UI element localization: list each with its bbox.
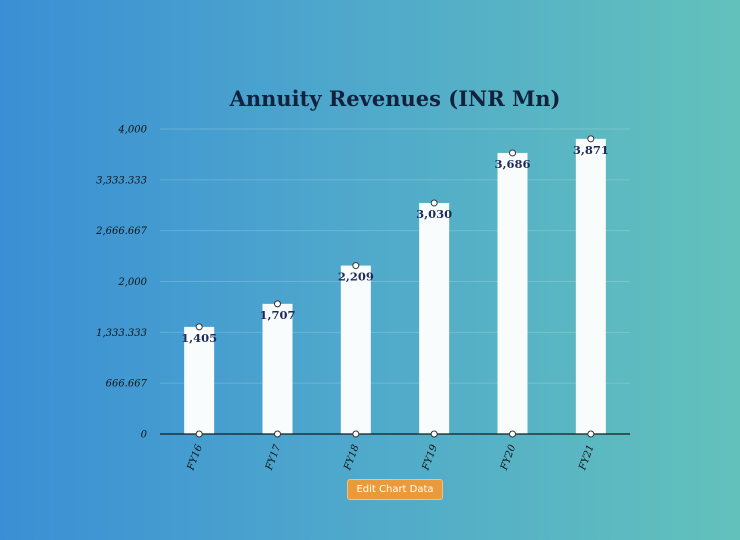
- bar-base-marker: [195, 430, 203, 438]
- bar-top-marker: [195, 323, 203, 331]
- y-tick-label: 2,666.667: [95, 226, 148, 237]
- data-label: 2,209: [338, 270, 374, 284]
- bar: [497, 152, 528, 434]
- bar-top-marker: [430, 199, 438, 207]
- bar: [340, 265, 371, 434]
- bar-base-marker: [509, 430, 516, 438]
- bar: [184, 326, 215, 434]
- x-axis-ticks: FY16 FY17 FY18 FY19 FY20 FY21: [185, 443, 596, 473]
- data-label: 3,686: [494, 157, 530, 171]
- y-tick-label: 666.667: [106, 379, 148, 390]
- bars: [184, 138, 606, 434]
- y-tick-label: 0: [141, 430, 148, 441]
- bar-top-marker: [274, 300, 281, 308]
- bar-base-marker: [274, 430, 281, 438]
- x-tick-label: FY20: [499, 443, 519, 473]
- bar: [419, 202, 450, 434]
- bar-base-marker: [352, 430, 360, 438]
- x-tick-label: FY18: [342, 443, 362, 472]
- y-axis-ticks: 0 666.667 1,333.333 2,000 2,666.667 3,333.333…: [95, 125, 148, 441]
- x-tick-label: FY19: [420, 443, 440, 473]
- bar: [262, 303, 293, 434]
- bar-top-marker: [509, 149, 516, 157]
- data-label: 1,707: [259, 308, 295, 322]
- data-label: 3,030: [416, 207, 452, 221]
- bar-top-marker: [587, 135, 595, 143]
- bar: [575, 138, 606, 434]
- data-labels: 1,405 1,707 2,209 3,030 3,686 3,871: [181, 143, 609, 345]
- edit-chart-data-button[interactable]: Edit Chart Data: [347, 479, 443, 500]
- y-tick-label: 1,333.333: [96, 328, 147, 339]
- bar-top-marker: [352, 262, 360, 270]
- y-tick-label: 3,333.333: [96, 175, 147, 186]
- data-label: 1,405: [181, 331, 217, 345]
- y-tick-label: 2,000: [117, 277, 147, 288]
- gridlines: [160, 128, 630, 384]
- x-tick-label: FY21: [577, 443, 597, 472]
- chart-title: Annuity Revenues (INR Mn): [229, 86, 561, 111]
- bar-markers: [195, 135, 595, 438]
- bar-base-marker: [430, 430, 438, 438]
- x-tick-label: FY16: [185, 443, 205, 473]
- y-tick-label: 4,000: [117, 125, 147, 136]
- data-label: 3,871: [573, 143, 609, 157]
- bar-base-marker: [587, 430, 595, 438]
- x-tick-label: FY17: [264, 443, 284, 473]
